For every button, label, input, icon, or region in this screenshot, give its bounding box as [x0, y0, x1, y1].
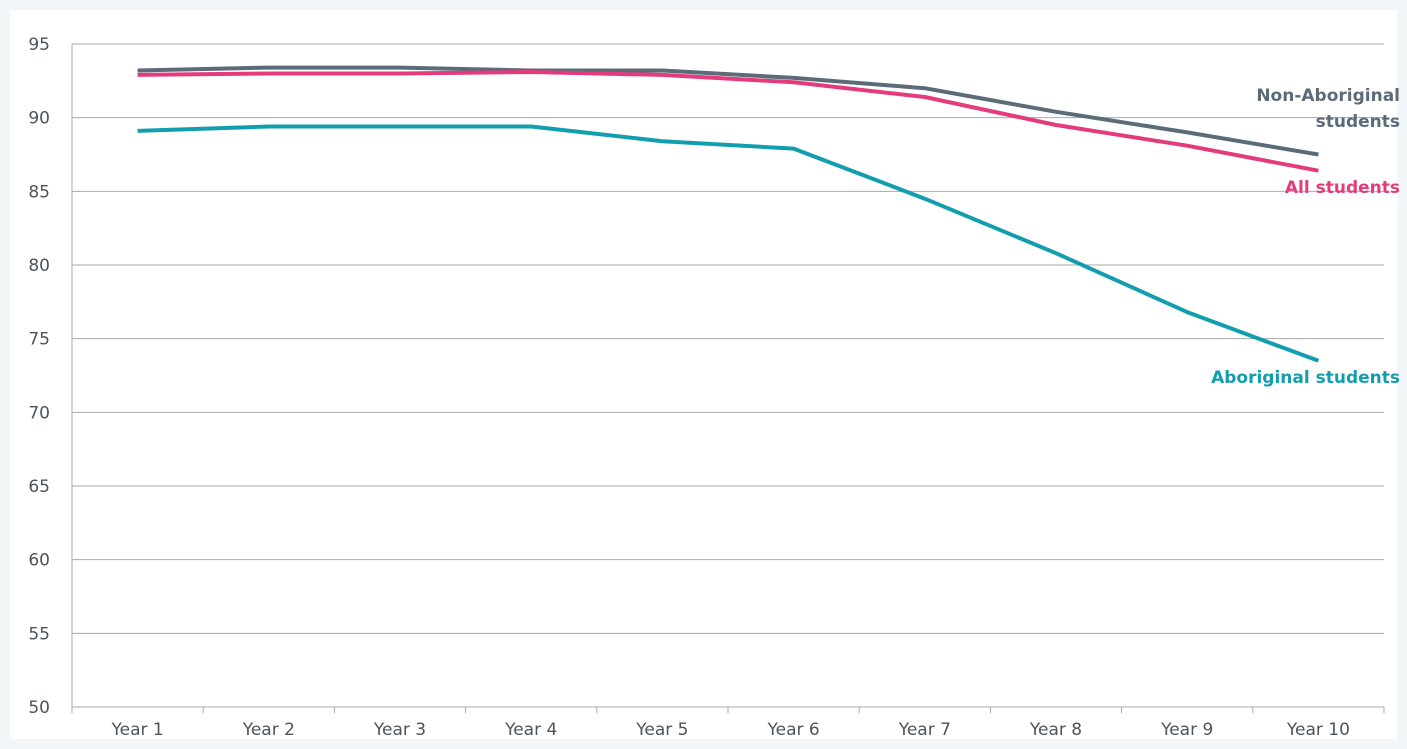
- series-label-aboriginal-students: Aboriginal students: [1211, 368, 1400, 388]
- x-tick-label: Year 10: [1286, 720, 1350, 740]
- x-tick-label: Year 9: [1160, 720, 1213, 740]
- y-tick-label: 55: [28, 624, 50, 644]
- x-tick-label: Year 5: [635, 720, 688, 740]
- x-tick-label: Year 1: [110, 720, 163, 740]
- x-tick-label: Year 4: [504, 720, 557, 740]
- axes: [71, 44, 1385, 713]
- chart-panel: [10, 10, 1397, 739]
- y-tick-label: 60: [28, 551, 50, 571]
- x-axis-tick-labels: Year 1 Year 2 Year 3 Year 4 Year 5 Year 6 Year…: [110, 720, 1349, 740]
- series-labels: Non-Aboriginal students All students Aborig…: [1211, 86, 1400, 388]
- y-axis-tick-labels: 50 55 60 65 70 75 80 85 90 95: [28, 35, 50, 718]
- x-tick-label: Year 8: [1029, 720, 1082, 740]
- y-tick-label: 85: [28, 182, 50, 202]
- x-tick-label: Year 3: [373, 720, 426, 740]
- y-tick-label: 75: [28, 330, 50, 350]
- y-tick-label: 50: [28, 698, 50, 718]
- y-tick-label: 90: [28, 109, 50, 129]
- x-tick-label: Year 6: [766, 720, 819, 740]
- y-tick-label: 80: [28, 256, 50, 276]
- x-tick-label: Year 2: [242, 720, 295, 740]
- y-tick-label: 65: [28, 477, 50, 497]
- series-line-all-students: [137, 70, 1319, 173]
- series-label-all-students: All students: [1285, 178, 1400, 198]
- series-label-non-aboriginal-students: Non-Aboriginal: [1256, 86, 1400, 106]
- series-line-aboriginal-students: [137, 124, 1320, 363]
- series-label-non-aboriginal-students: students: [1316, 112, 1400, 132]
- gridlines: [72, 43, 1384, 634]
- y-tick-label: 70: [28, 403, 50, 423]
- y-tick-label: 95: [28, 35, 50, 55]
- series-line-non-aboriginal-students: [137, 65, 1319, 157]
- x-tick-label: Year 7: [898, 720, 951, 740]
- series-lines: [137, 65, 1320, 363]
